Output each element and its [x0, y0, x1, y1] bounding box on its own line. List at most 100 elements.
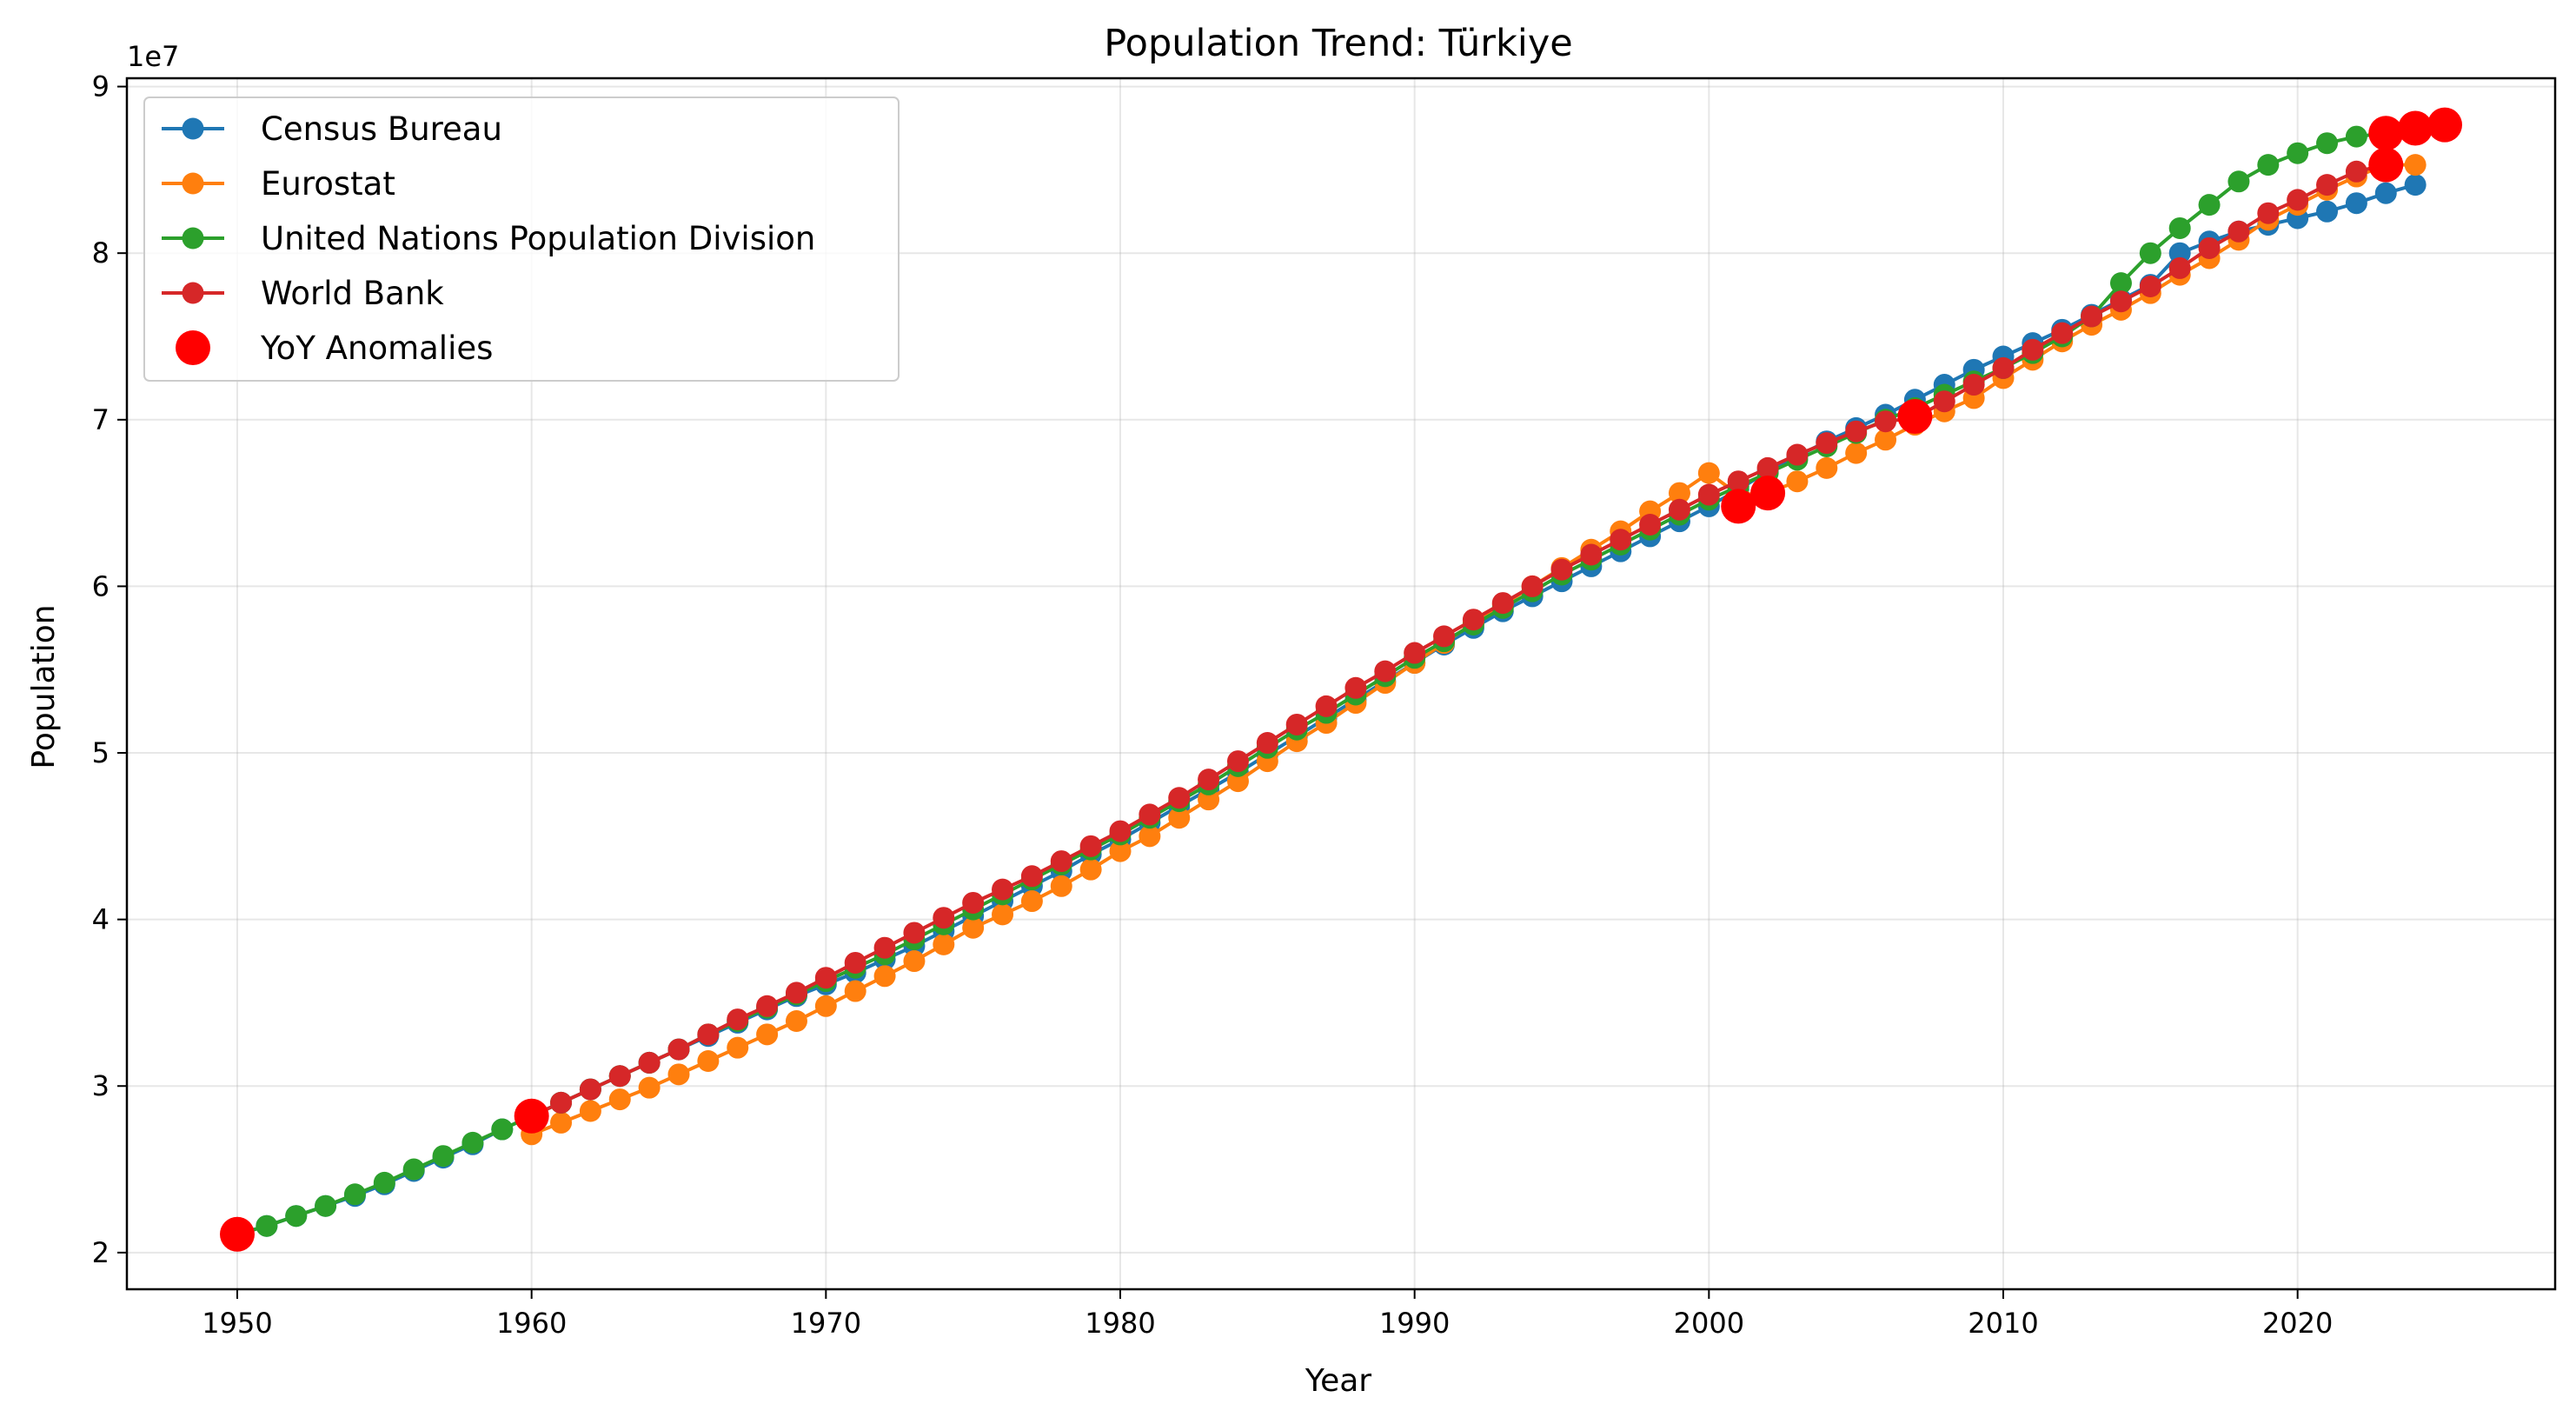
- series-3: [521, 154, 2397, 1128]
- data-point: [814, 995, 837, 1017]
- data-point: [962, 891, 985, 914]
- data-point: [2109, 290, 2132, 313]
- data-point: [1462, 609, 1484, 631]
- anomaly-point: [2398, 110, 2433, 146]
- data-point: [1962, 374, 1985, 396]
- y-tick-label: 4: [92, 903, 110, 936]
- legend-label: World Bank: [261, 275, 444, 312]
- data-point: [756, 995, 779, 1017]
- data-point: [1786, 470, 1809, 493]
- tick-layer: 1950 1960 1970 1980 1990 2000 2010 2020 2 3 4 5 6 7 8 9: [92, 70, 2334, 1340]
- data-point: [992, 878, 1014, 901]
- x-tick-label: 1970: [791, 1307, 861, 1340]
- data-point: [1256, 732, 1278, 755]
- legend-entry: Census Bureau: [162, 110, 502, 148]
- data-point: [2257, 154, 2280, 176]
- data-point: [933, 933, 955, 955]
- data-point: [1050, 850, 1072, 873]
- data-point: [550, 1091, 573, 1114]
- data-point: [1491, 592, 1514, 615]
- data-point: [785, 981, 807, 1004]
- data-point: [2316, 132, 2339, 155]
- data-point: [1285, 713, 1308, 735]
- y-axis-label: Population: [26, 604, 62, 769]
- legend-entry: YoY Anomalies: [176, 329, 493, 367]
- data-point: [2345, 160, 2367, 183]
- legend-marker-swatch: [182, 227, 204, 250]
- series-line: [530, 163, 2387, 1118]
- data-point: [1109, 820, 1132, 842]
- data-point: [315, 1194, 337, 1217]
- data-point: [873, 965, 896, 988]
- data-point: [903, 950, 926, 973]
- data-point: [2287, 142, 2309, 164]
- data-point: [756, 1023, 779, 1046]
- legend-marker-swatch: [182, 117, 204, 140]
- data-point: [2257, 202, 2280, 224]
- data-point: [1992, 356, 2015, 379]
- data-point: [2168, 216, 2191, 239]
- data-point: [1875, 410, 1897, 433]
- data-point: [727, 1008, 749, 1031]
- data-point: [1550, 558, 1573, 581]
- data-point: [1139, 803, 1161, 826]
- data-point: [256, 1214, 278, 1237]
- y-tick-label: 7: [92, 403, 110, 436]
- data-point: [638, 1051, 661, 1074]
- data-point: [1315, 695, 1338, 717]
- data-point: [667, 1038, 690, 1061]
- data-point: [992, 903, 1014, 926]
- anomaly-point: [1721, 489, 1756, 524]
- data-point: [2168, 256, 2191, 279]
- data-point: [2345, 125, 2367, 148]
- x-axis-label: Year: [1305, 1363, 1371, 1399]
- data-point: [1610, 529, 1632, 551]
- data-point: [1697, 483, 1720, 506]
- data-point: [1079, 858, 1102, 881]
- legend-marker-swatch: [182, 282, 204, 304]
- legend-label: United Nations Population Division: [261, 220, 815, 257]
- data-point: [2139, 242, 2161, 264]
- data-point: [844, 951, 866, 974]
- data-point: [1198, 789, 1220, 811]
- y-tick-label: 8: [92, 236, 110, 269]
- data-point: [343, 1183, 366, 1206]
- data-point: [373, 1171, 395, 1194]
- data-point: [608, 1065, 631, 1088]
- data-point: [2051, 322, 2074, 344]
- data-point: [1697, 462, 1720, 484]
- data-point: [2198, 194, 2221, 216]
- data-point: [432, 1145, 455, 1168]
- data-point: [491, 1118, 514, 1141]
- data-point: [1374, 660, 1397, 682]
- plot-frame: [125, 77, 2557, 1291]
- data-point: [2081, 305, 2103, 328]
- y-tick-label: 6: [92, 569, 110, 602]
- data-point: [1668, 498, 1690, 521]
- anomaly-point: [220, 1216, 255, 1252]
- legend-entry: Eurostat: [162, 165, 395, 203]
- data-point: [2316, 174, 2339, 196]
- data-point: [2345, 192, 2367, 215]
- data-point: [2198, 236, 2221, 259]
- data-point: [1050, 875, 1072, 897]
- data-point: [285, 1205, 308, 1228]
- legend-label: YoY Anomalies: [260, 329, 493, 367]
- data-point: [2404, 174, 2427, 196]
- data-point: [2374, 182, 2397, 204]
- data-point: [1404, 642, 1426, 664]
- data-point: [2287, 189, 2309, 211]
- data-point: [1109, 840, 1132, 862]
- data-point: [608, 1088, 631, 1111]
- data-point: [402, 1158, 425, 1181]
- data-point: [2227, 170, 2250, 193]
- data-point: [962, 916, 985, 939]
- data-point: [1079, 835, 1102, 857]
- data-point: [785, 1010, 807, 1033]
- x-tick-label: 1990: [1379, 1307, 1450, 1340]
- data-point: [2316, 200, 2339, 223]
- data-point: [1845, 442, 1868, 464]
- data-point: [1020, 865, 1043, 888]
- y-tick-label: 5: [92, 736, 110, 769]
- x-tick-label: 1960: [496, 1307, 567, 1340]
